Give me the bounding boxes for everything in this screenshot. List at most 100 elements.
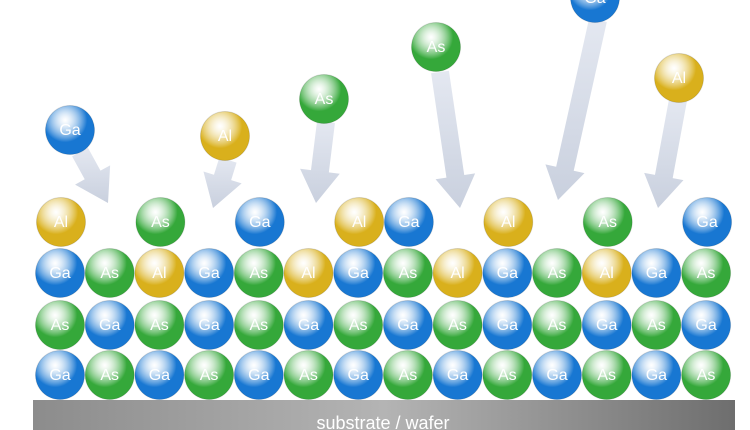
atom: As xyxy=(299,74,349,124)
atom-label: Ga xyxy=(198,265,219,282)
atom-ball xyxy=(35,300,85,350)
atom-ball xyxy=(382,248,433,298)
atom-ball xyxy=(532,300,582,350)
atom: Ga xyxy=(184,300,235,350)
atom-ball xyxy=(35,248,85,298)
atom-ball xyxy=(283,248,334,298)
atom-label: As xyxy=(399,367,418,384)
atom-ball xyxy=(84,300,135,350)
atom-label: As xyxy=(200,367,219,384)
atom: Ga xyxy=(631,248,682,298)
atom-label: Ga xyxy=(398,214,419,231)
atom-ball xyxy=(482,248,533,298)
atom-label: As xyxy=(51,317,70,334)
atom-label: Al xyxy=(218,128,232,145)
atom: As xyxy=(382,350,433,400)
atom: Ga xyxy=(482,300,533,350)
atom-label: As xyxy=(548,317,567,334)
atom-label: As xyxy=(315,91,334,108)
atom-ball xyxy=(570,0,620,23)
atom: As xyxy=(432,300,483,350)
atom: As xyxy=(681,248,732,298)
atom: As xyxy=(35,300,85,350)
atom-label: As xyxy=(249,317,268,334)
atom: Ga xyxy=(682,197,733,247)
atom: Ga xyxy=(184,248,235,298)
arrow xyxy=(545,18,607,201)
atom-ball xyxy=(482,300,533,350)
atom-ball xyxy=(631,300,682,350)
atom-ball xyxy=(532,248,582,298)
atom-label: As xyxy=(151,214,170,231)
atom: Ga xyxy=(134,350,185,400)
atom: Al xyxy=(200,111,250,161)
atom-ball xyxy=(200,111,250,161)
atom-ball xyxy=(581,350,632,400)
atom: Ga xyxy=(333,248,384,298)
atom-label: Ga xyxy=(249,214,270,231)
substrate xyxy=(33,400,735,430)
atom-label: As xyxy=(399,265,418,282)
atom-label: Ga xyxy=(497,265,518,282)
atom: As xyxy=(134,300,185,350)
atom-label: Ga xyxy=(646,265,667,282)
substrate-label: substrate / wafer xyxy=(316,413,449,430)
atom-label: As xyxy=(249,265,268,282)
atom-ball xyxy=(682,197,733,247)
atom-label: Ga xyxy=(584,0,605,7)
atom-label: As xyxy=(150,317,169,334)
atom: Ga xyxy=(383,197,434,247)
arrow xyxy=(300,120,340,203)
atom-label: Ga xyxy=(646,367,667,384)
atom-label: As xyxy=(427,39,446,56)
atom: As xyxy=(333,300,384,350)
atom-label: Ga xyxy=(49,367,70,384)
atom-label: Al xyxy=(352,214,366,231)
atom: As xyxy=(382,248,433,298)
atom-ball xyxy=(184,248,235,298)
atom-ball xyxy=(283,300,334,350)
atom-ball xyxy=(299,74,349,124)
atom-ball xyxy=(184,300,235,350)
atom-label: Ga xyxy=(149,367,170,384)
atom: Ga xyxy=(234,197,285,247)
atom: Ga xyxy=(35,248,85,298)
atom-ball xyxy=(382,300,433,350)
atom-ball xyxy=(411,22,461,72)
atom-ball xyxy=(532,350,582,400)
atom-label: Al xyxy=(450,265,464,282)
atom-ball xyxy=(631,248,682,298)
arrow xyxy=(72,147,111,203)
atom: As xyxy=(184,350,235,400)
atom: Ga xyxy=(35,350,85,400)
atom: Ga xyxy=(233,350,284,400)
atom-label: As xyxy=(100,367,119,384)
atom-ball xyxy=(432,350,483,400)
atom-label: Ga xyxy=(546,367,567,384)
atom-ball xyxy=(283,350,334,400)
atom-ball xyxy=(382,350,433,400)
atom-label: Al xyxy=(600,265,614,282)
atom-label: Ga xyxy=(596,317,617,334)
atom-ball xyxy=(681,300,732,350)
atom-ball xyxy=(184,350,235,400)
atom: Al xyxy=(654,53,704,103)
atom-label: As xyxy=(548,265,567,282)
atom: Al xyxy=(483,197,534,247)
atom: As xyxy=(532,248,582,298)
atom-ball xyxy=(631,350,682,400)
atom-ball xyxy=(334,197,385,247)
atom-label: As xyxy=(498,367,517,384)
atom-ball xyxy=(333,300,384,350)
atom-label: As xyxy=(100,265,119,282)
atom-ball xyxy=(134,350,185,400)
atom-ball xyxy=(681,350,732,400)
atom: Ga xyxy=(382,300,433,350)
atom-ball xyxy=(383,197,434,247)
atom-label: Ga xyxy=(497,317,518,334)
atom-ball xyxy=(234,197,285,247)
atom-label: As xyxy=(598,214,617,231)
atom-label: Ga xyxy=(696,214,717,231)
atom-ball xyxy=(134,248,185,298)
atom: As xyxy=(135,197,186,247)
